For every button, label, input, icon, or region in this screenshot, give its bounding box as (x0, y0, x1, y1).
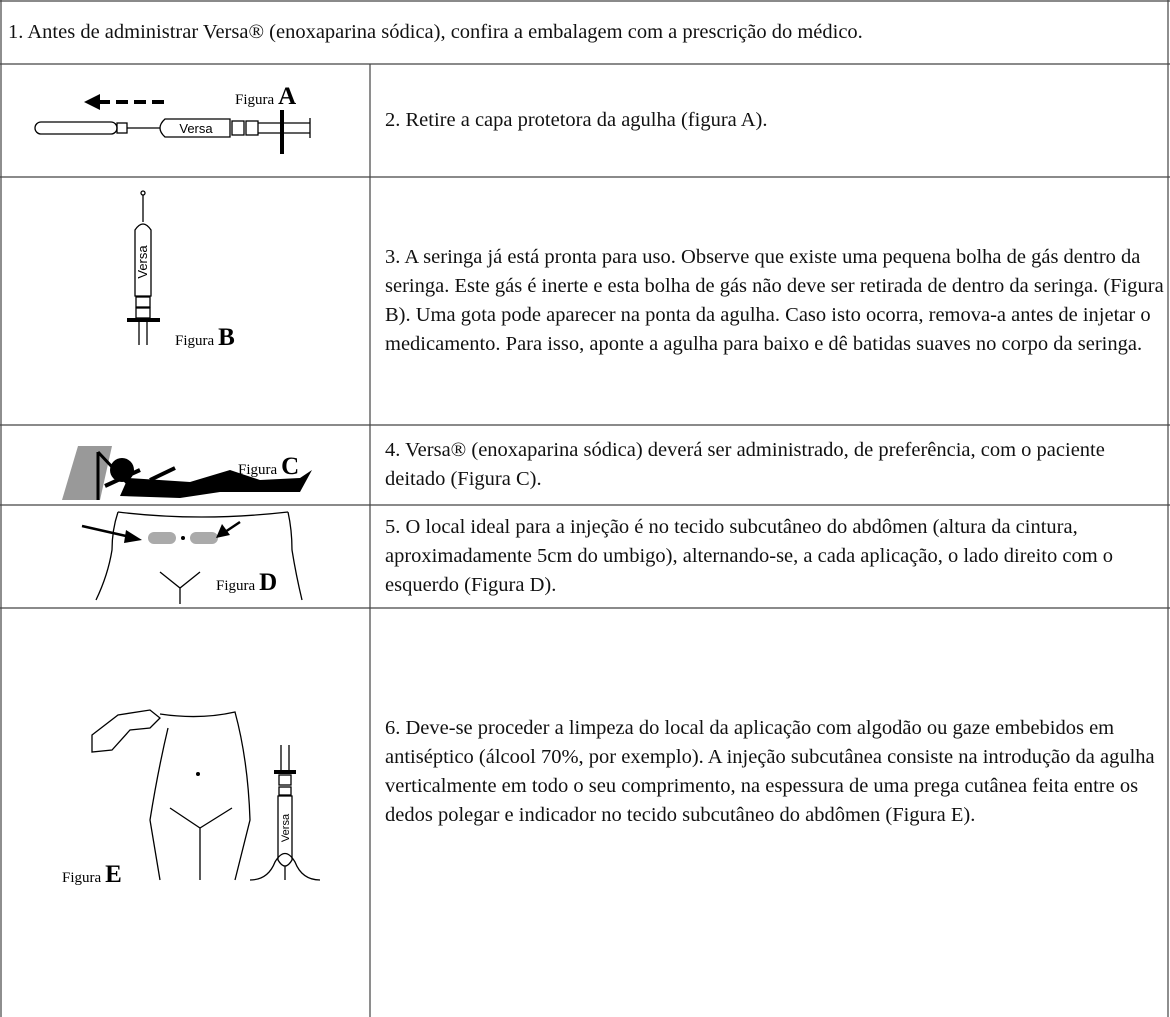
figure-label: Figura B (175, 324, 235, 351)
figure-letter: E (105, 861, 122, 888)
product-label: Versa (179, 121, 213, 136)
step-text: 5. O local ideal para a injeção é no tec… (385, 516, 1114, 596)
figure-caption: Figura (175, 333, 215, 349)
step-text: 3. A seringa já está pronta para uso. Ob… (385, 246, 1164, 355)
figure-letter: C (281, 453, 299, 480)
product-label: Versa (135, 245, 150, 279)
figure-c: Figura C (62, 446, 312, 500)
figure-label: Figura E (62, 861, 122, 888)
figure-caption: Figura (62, 870, 102, 886)
step-text: 2. Retire a capa protetora da agulha (fi… (385, 109, 768, 131)
figure-a: Versa Figura A (34, 83, 311, 154)
figure-e: Versa Figura E (62, 709, 321, 888)
step-text: 4. Versa® (enoxaparina sódica) deverá se… (385, 439, 1105, 490)
step-text: 1. Antes de administrar Versa® (enoxapar… (8, 21, 863, 43)
figure-label: Figura C (238, 453, 299, 480)
figure-b: Versa Figura B (127, 190, 235, 351)
figure-caption: Figura (235, 92, 275, 108)
figure-letter: A (278, 83, 296, 110)
figure-caption: Figura (238, 462, 278, 478)
figure-caption: Figura (216, 578, 256, 594)
figure-label: Figura A (235, 83, 296, 110)
figure-label: Figura D (216, 569, 277, 596)
product-label: Versa (280, 813, 292, 842)
step-text: 6. Deve-se proceder a limpeza do local d… (385, 716, 1155, 826)
figure-letter: B (218, 324, 235, 351)
figure-letter: D (259, 569, 277, 596)
figure-d: Figura D (81, 511, 303, 604)
